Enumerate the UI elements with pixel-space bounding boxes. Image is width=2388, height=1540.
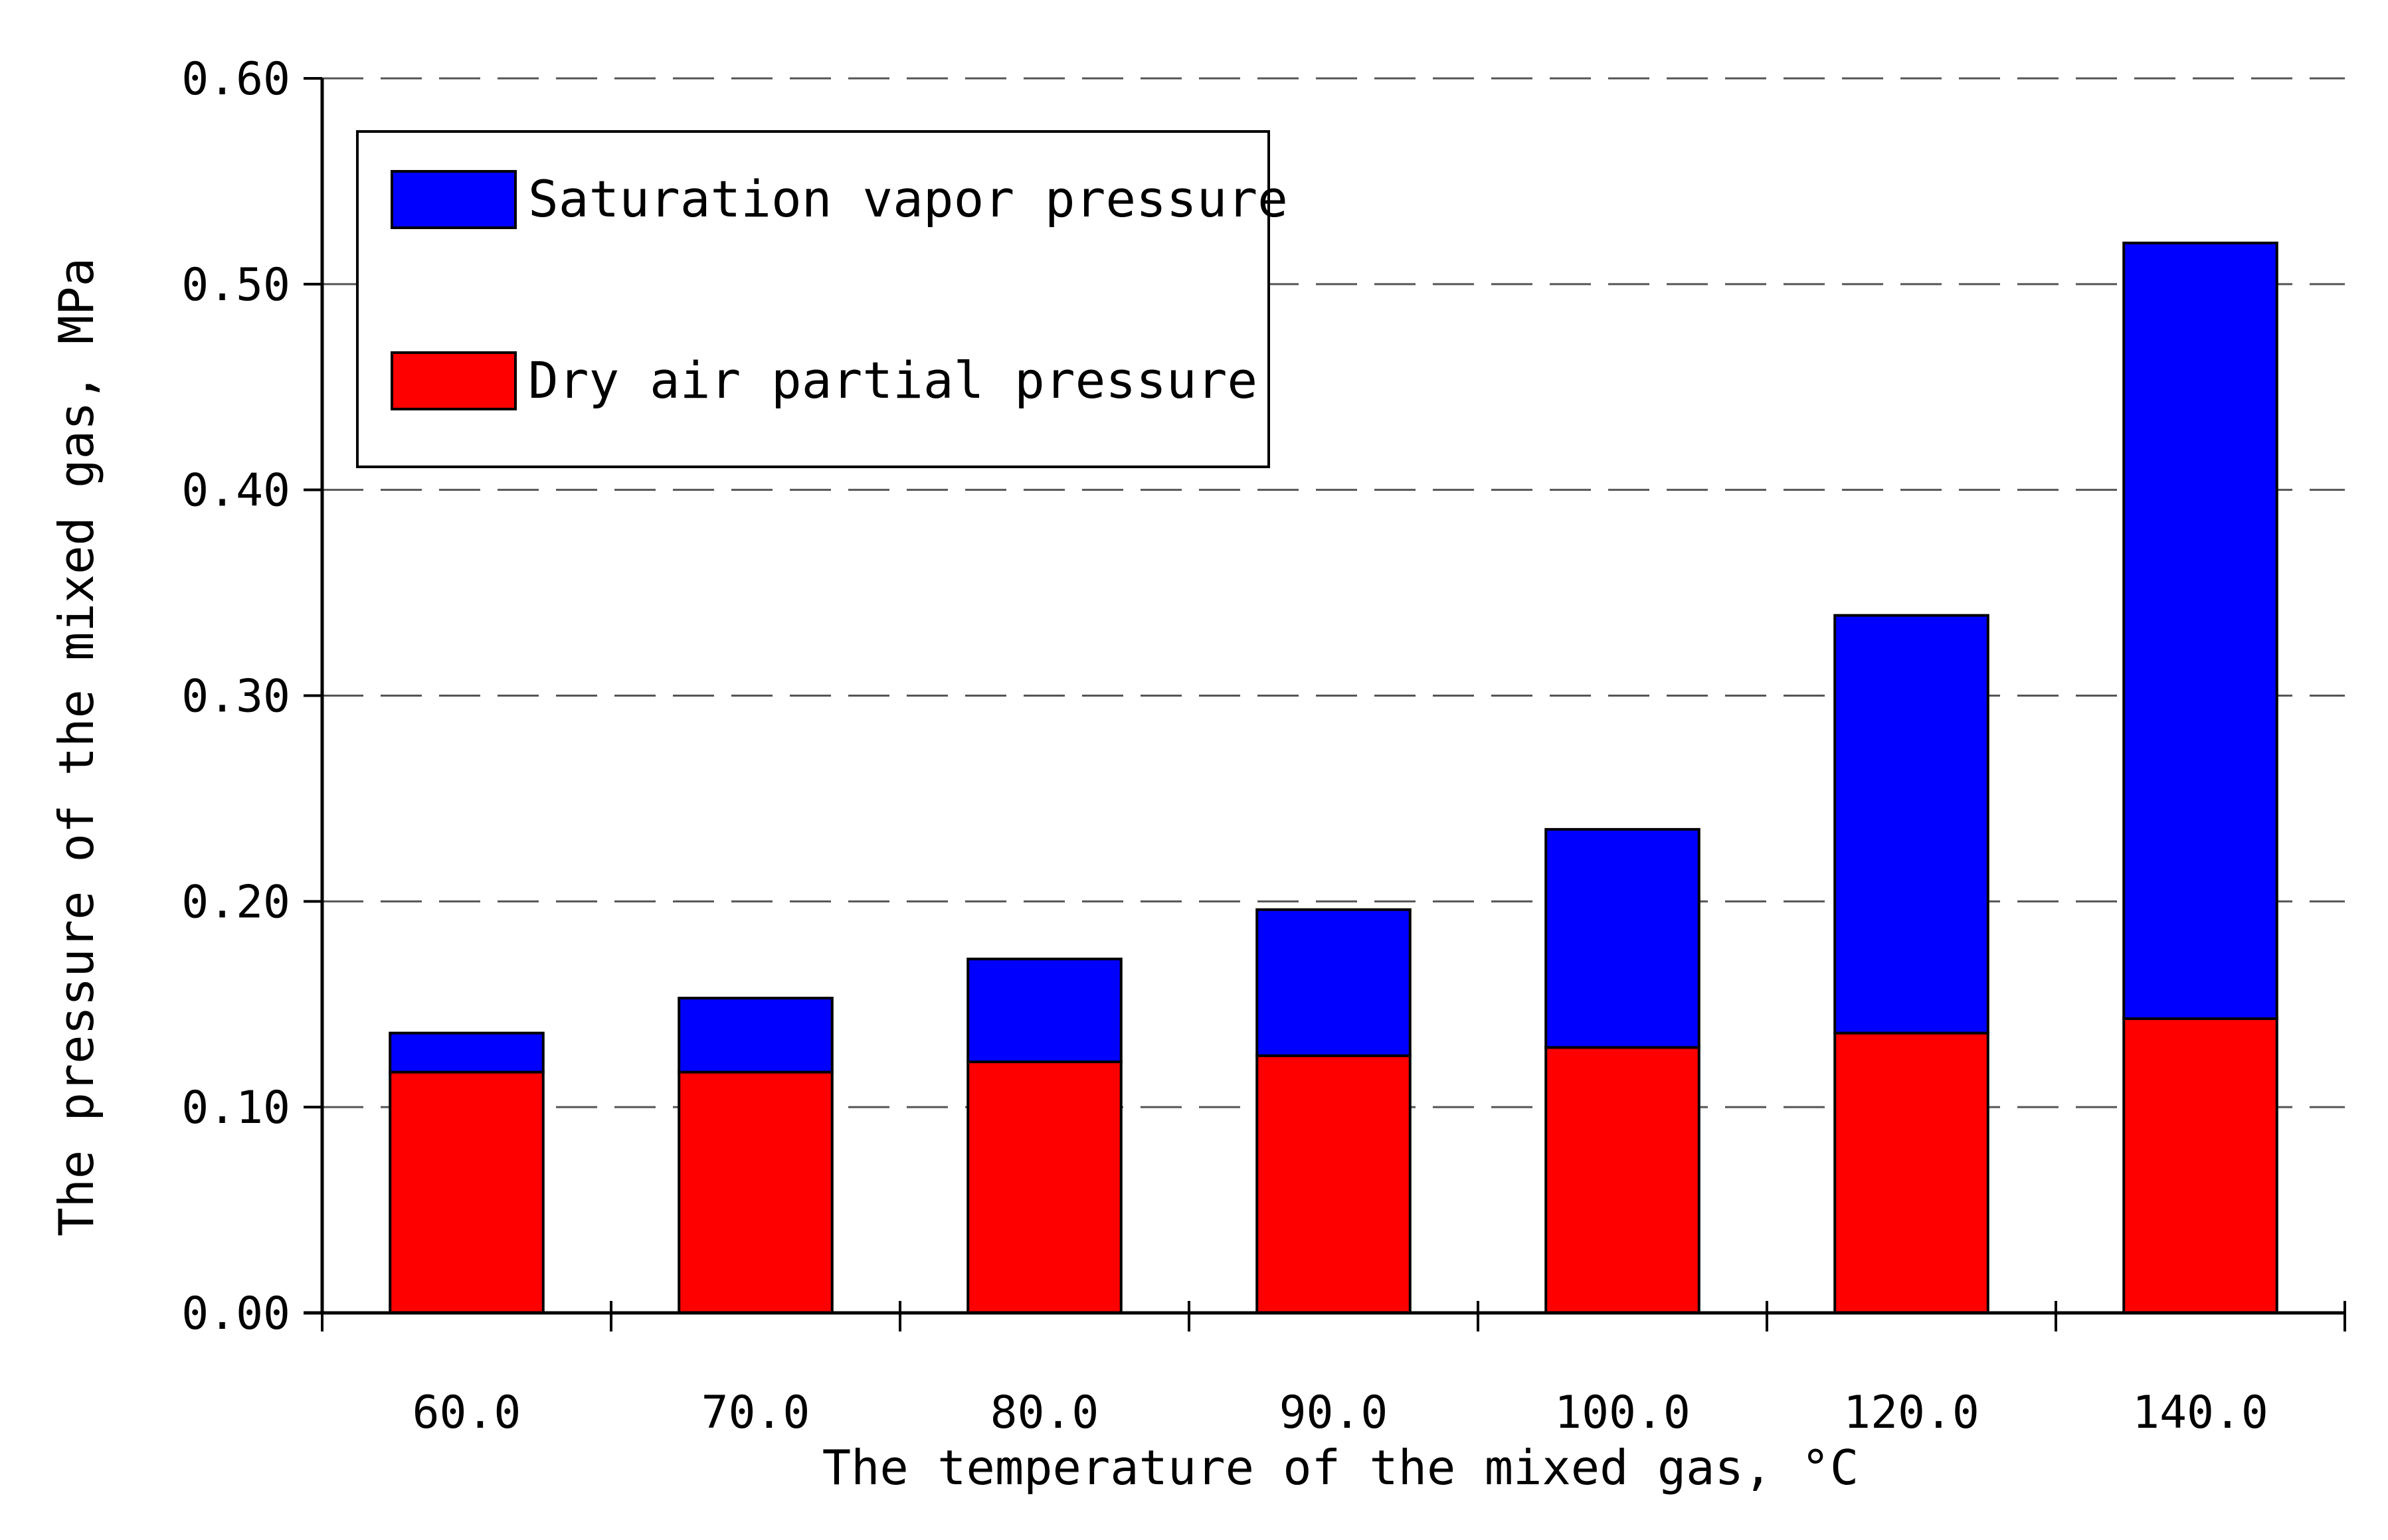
y-tick-label-1: 0.10: [181, 1082, 290, 1134]
y-tick-label-2: 0.20: [181, 876, 290, 928]
bar-saturation-90.0: [1255, 908, 1412, 1057]
y-tick-label-3: 0.30: [181, 671, 290, 723]
bar-saturation-70.0: [678, 996, 834, 1074]
bar-saturation-120.0: [1833, 614, 1989, 1035]
y-tick-label-4: 0.40: [181, 465, 290, 517]
bar-dry-air-60.0: [389, 1070, 545, 1314]
legend-swatch-saturation: [391, 170, 517, 229]
x-tick-label-5: 120.0: [1843, 1387, 1979, 1439]
y-axis-title: The pressure of the mixed gas, MPa: [48, 258, 104, 1237]
bar-dry-air-140.0: [2122, 1017, 2278, 1315]
bar-dry-air-90.0: [1255, 1054, 1412, 1315]
x-tick-label-6: 140.0: [2132, 1387, 2268, 1439]
legend-label-saturation: Saturation vapor pressure: [528, 169, 1288, 228]
x-tick-label-3: 90.0: [1279, 1387, 1388, 1439]
x-tick-label-0: 60.0: [413, 1387, 521, 1439]
bars: [389, 241, 2278, 1315]
bar-saturation-140.0: [2122, 241, 2278, 1020]
legend-swatch-dry-air: [391, 351, 517, 410]
bar-saturation-80.0: [966, 958, 1123, 1064]
bar-dry-air-70.0: [678, 1070, 834, 1314]
bar-saturation-60.0: [389, 1031, 545, 1074]
bar-dry-air-80.0: [966, 1061, 1123, 1314]
bar-saturation-100.0: [1544, 827, 1700, 1049]
y-tick-label-6: 0.60: [181, 53, 290, 106]
tick-labels: 0.00 0.10 0.20 0.30 0.40 0.50 0.60 60.0 70.0 80.0…: [181, 53, 2268, 1439]
x-tick-label-1: 70.0: [701, 1387, 810, 1439]
axes: [304, 77, 2346, 1331]
x-axis-title: The temperature of the mixed gas, °C: [822, 1440, 1859, 1496]
bar-dry-air-120.0: [1833, 1031, 1989, 1315]
bar-dry-air-100.0: [1544, 1046, 1700, 1314]
legend: Saturation vapor pressure Dry air partia…: [356, 130, 1288, 468]
y-tick-label-5: 0.50: [181, 259, 290, 311]
y-tick-label-0: 0.00: [181, 1288, 290, 1340]
x-tick-label-2: 80.0: [990, 1387, 1099, 1439]
legend-label-dry-air: Dry air partial pressure: [528, 351, 1257, 410]
x-tick-label-4: 100.0: [1554, 1387, 1691, 1439]
